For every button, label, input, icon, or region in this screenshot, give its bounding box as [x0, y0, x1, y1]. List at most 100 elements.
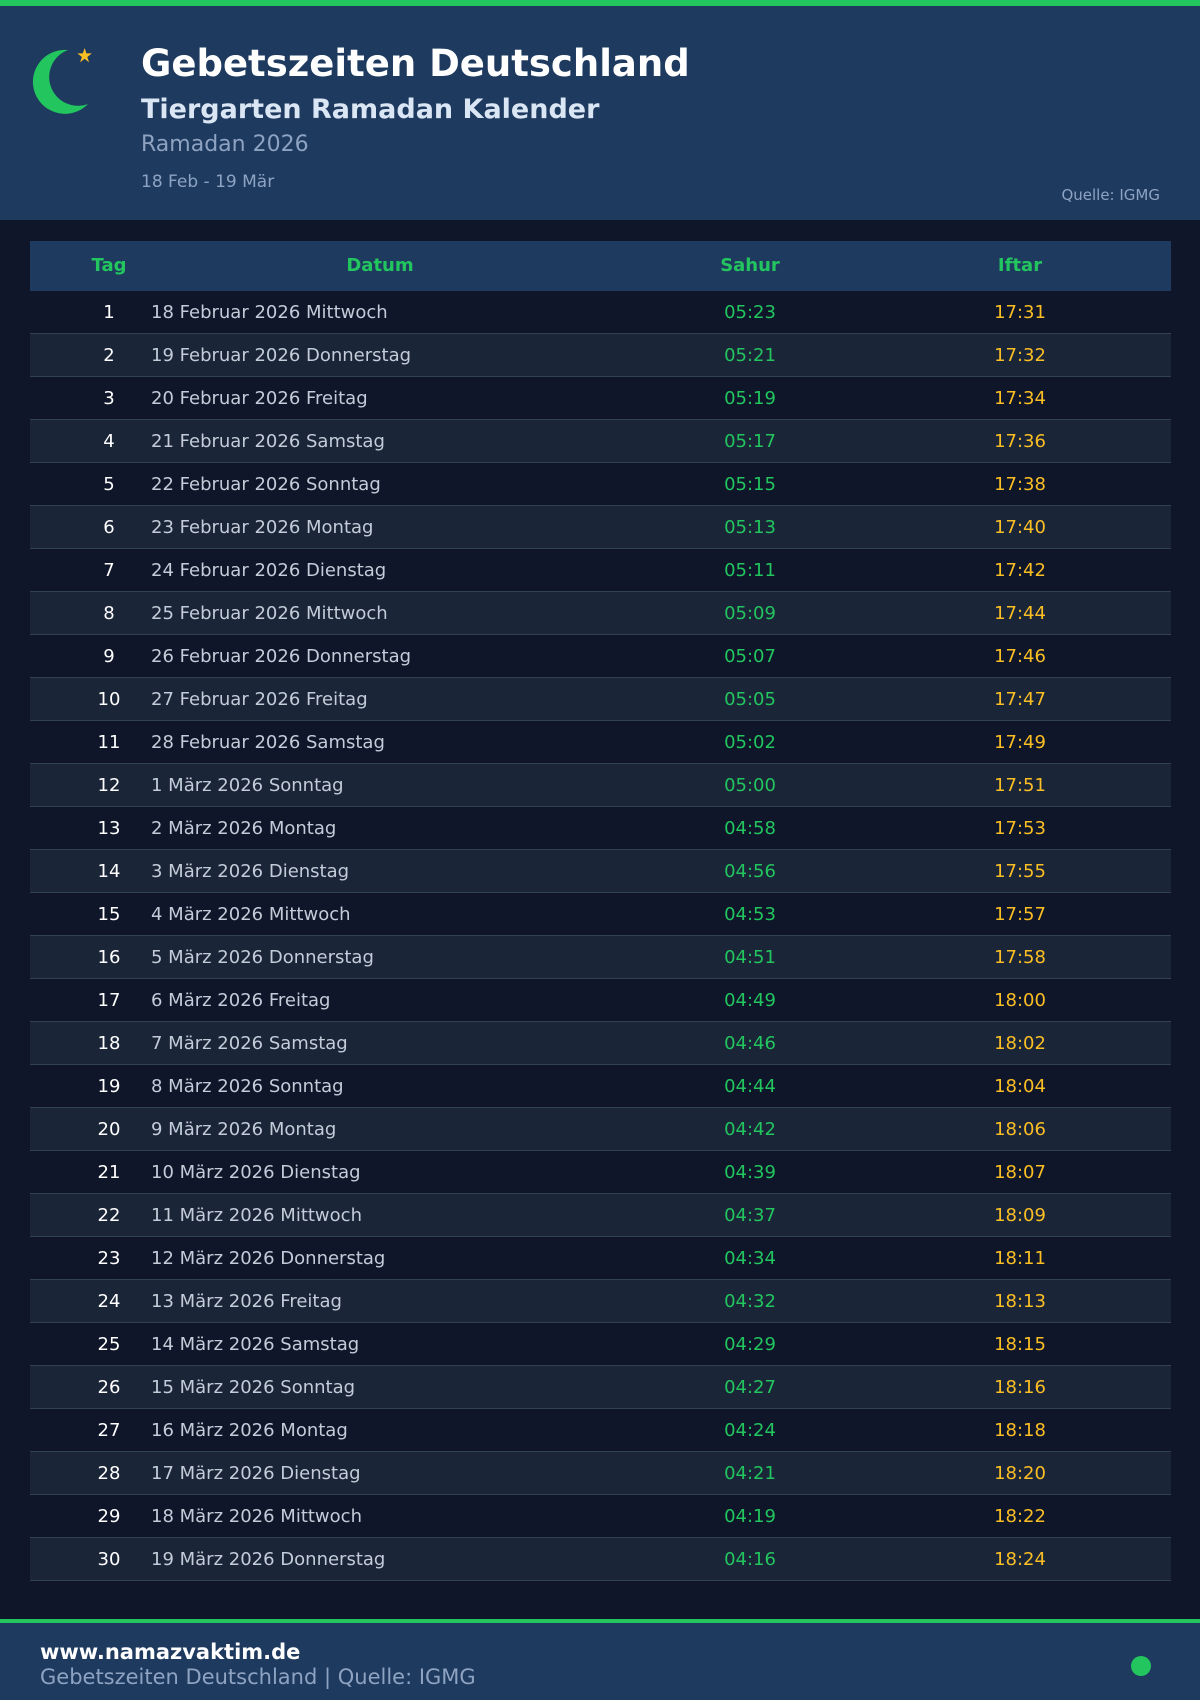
row-iftar: 18:04 [994, 1076, 1046, 1097]
ramadan-table: Tag Datum Sahur Iftar 1 18 Februar 2026 M… [30, 241, 1171, 1581]
column-header-sahur: Sahur [720, 255, 780, 276]
row-tag: 24 [97, 1291, 121, 1312]
row-sahur: 05:13 [724, 517, 776, 538]
row-iftar: 17:53 [994, 818, 1046, 839]
table-row: 2 19 Februar 2026 Donnerstag 05:21 17:32 [30, 334, 1171, 377]
row-sahur: 05:19 [724, 388, 776, 409]
row-sahur: 04:42 [724, 1119, 776, 1140]
row-sahur: 04:46 [724, 1033, 776, 1054]
row-iftar: 18:11 [994, 1248, 1046, 1269]
row-sahur: 05:15 [724, 474, 776, 495]
row-iftar: 17:46 [994, 646, 1046, 667]
row-iftar: 17:38 [994, 474, 1046, 495]
row-iftar: 18:07 [994, 1162, 1046, 1183]
top-accent-bar [0, 0, 1200, 6]
row-tag: 5 [103, 474, 115, 495]
row-date: 3 März 2026 Dienstag [151, 861, 350, 882]
row-tag: 15 [97, 904, 121, 925]
row-date: 20 Februar 2026 Freitag [151, 388, 368, 409]
table-row: 12 1 März 2026 Sonntag 05:00 17:51 [30, 764, 1171, 807]
footer-site-link[interactable]: www.namazvaktim.de [40, 1640, 301, 1664]
row-date: 26 Februar 2026 Donnerstag [151, 646, 412, 667]
row-sahur: 04:34 [724, 1248, 776, 1269]
row-date: 19 Februar 2026 Donnerstag [151, 345, 412, 366]
table-row: 8 25 Februar 2026 Mittwoch 05:09 17:44 [30, 592, 1171, 635]
row-sahur: 04:21 [724, 1463, 776, 1484]
page-subtitle: Tiergarten Ramadan Kalender [141, 94, 600, 125]
row-date: 8 März 2026 Sonntag [151, 1076, 344, 1097]
table-row: 27 16 März 2026 Montag 04:24 18:18 [30, 1409, 1171, 1452]
row-sahur: 05:09 [724, 603, 776, 624]
table-row: 4 21 Februar 2026 Samstag 05:17 17:36 [30, 420, 1171, 463]
row-tag: 25 [97, 1334, 121, 1355]
row-sahur: 04:32 [724, 1291, 776, 1312]
table-row: 20 9 März 2026 Montag 04:42 18:06 [30, 1108, 1171, 1151]
row-sahur: 04:19 [724, 1506, 776, 1527]
row-date: 19 März 2026 Donnerstag [151, 1549, 386, 1570]
row-tag: 11 [97, 732, 121, 753]
row-date: 13 März 2026 Freitag [151, 1291, 342, 1312]
table-row: 26 15 März 2026 Sonntag 04:27 18:16 [30, 1366, 1171, 1409]
row-iftar: 18:06 [994, 1119, 1046, 1140]
row-date: 6 März 2026 Freitag [151, 990, 331, 1011]
table-row: 18 7 März 2026 Samstag 04:46 18:02 [30, 1022, 1171, 1065]
table-row: 15 4 März 2026 Mittwoch 04:53 17:57 [30, 893, 1171, 936]
row-tag: 26 [97, 1377, 121, 1398]
row-tag: 2 [103, 345, 115, 366]
row-iftar: 18:13 [994, 1291, 1046, 1312]
table-row: 25 14 März 2026 Samstag 04:29 18:15 [30, 1323, 1171, 1366]
row-sahur: 04:37 [724, 1205, 776, 1226]
row-tag: 6 [103, 517, 115, 538]
table-row: 19 8 März 2026 Sonntag 04:44 18:04 [30, 1065, 1171, 1108]
row-date: 16 März 2026 Montag [151, 1420, 348, 1441]
ramadan-year: Ramadan 2026 [141, 132, 309, 157]
row-iftar: 18:02 [994, 1033, 1046, 1054]
row-date: 17 März 2026 Dienstag [151, 1463, 361, 1484]
row-date: 12 März 2026 Donnerstag [151, 1248, 386, 1269]
crescent-star-icon [32, 48, 92, 114]
row-iftar: 18:20 [994, 1463, 1046, 1484]
row-sahur: 05:02 [724, 732, 776, 753]
row-sahur: 04:49 [724, 990, 776, 1011]
row-sahur: 05:07 [724, 646, 776, 667]
row-tag: 27 [97, 1420, 121, 1441]
row-iftar: 17:51 [994, 775, 1046, 796]
table-header: Tag Datum Sahur Iftar [30, 241, 1171, 291]
row-sahur: 04:24 [724, 1420, 776, 1441]
row-date: 18 März 2026 Mittwoch [151, 1506, 362, 1527]
row-sahur: 05:00 [724, 775, 776, 796]
date-range: 18 Feb - 19 Mär [141, 172, 275, 192]
row-iftar: 17:47 [994, 689, 1046, 710]
table-row: 23 12 März 2026 Donnerstag 04:34 18:11 [30, 1237, 1171, 1280]
row-date: 27 Februar 2026 Freitag [151, 689, 368, 710]
row-iftar: 18:09 [994, 1205, 1046, 1226]
table-row: 1 18 Februar 2026 Mittwoch 05:23 17:31 [30, 291, 1171, 334]
column-header-datum: Datum [346, 255, 414, 276]
row-iftar: 17:34 [994, 388, 1046, 409]
row-date: 9 März 2026 Montag [151, 1119, 337, 1140]
row-iftar: 17:31 [994, 302, 1046, 323]
row-date: 22 Februar 2026 Sonntag [151, 474, 381, 495]
row-sahur: 04:56 [724, 861, 776, 882]
row-iftar: 17:32 [994, 345, 1046, 366]
row-date: 15 März 2026 Sonntag [151, 1377, 356, 1398]
row-iftar: 18:16 [994, 1377, 1046, 1398]
row-date: 10 März 2026 Dienstag [151, 1162, 361, 1183]
row-iftar: 18:15 [994, 1334, 1046, 1355]
row-sahur: 04:53 [724, 904, 776, 925]
row-tag: 29 [97, 1506, 121, 1527]
row-date: 4 März 2026 Mittwoch [151, 904, 351, 925]
row-iftar: 18:24 [994, 1549, 1046, 1570]
row-date: 25 Februar 2026 Mittwoch [151, 603, 388, 624]
row-tag: 3 [103, 388, 115, 409]
row-tag: 1 [103, 302, 115, 323]
header: Gebetszeiten Deutschland Tiergarten Rama… [0, 6, 1200, 220]
table-row: 11 28 Februar 2026 Samstag 05:02 17:49 [30, 721, 1171, 764]
row-date: 7 März 2026 Samstag [151, 1033, 348, 1054]
row-sahur: 04:16 [724, 1549, 776, 1570]
footer-accent-bar [0, 1619, 1200, 1623]
table-row: 21 10 März 2026 Dienstag 04:39 18:07 [30, 1151, 1171, 1194]
row-tag: 22 [97, 1205, 121, 1226]
table-row: 14 3 März 2026 Dienstag 04:56 17:55 [30, 850, 1171, 893]
table-row: 5 22 Februar 2026 Sonntag 05:15 17:38 [30, 463, 1171, 506]
